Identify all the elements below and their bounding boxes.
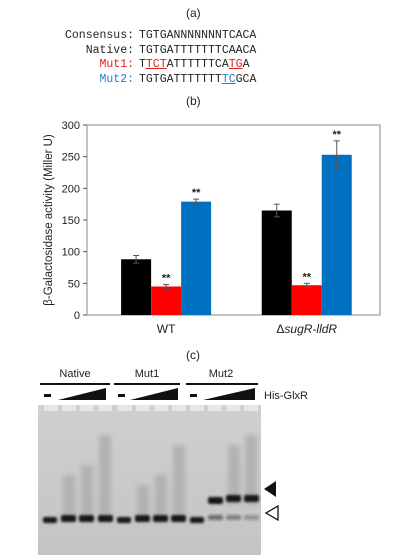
- y-tick-label: 0: [74, 310, 80, 322]
- y-tick-label: 150: [62, 215, 80, 227]
- sequence-segment: GCA: [235, 72, 257, 86]
- free-probe-arrow-icon: [264, 504, 279, 522]
- wedge-mut1: [130, 388, 178, 400]
- concentration-wedges: [44, 388, 255, 400]
- significance-mark: **: [162, 273, 171, 285]
- mutated-bases: TG: [228, 58, 243, 71]
- panel-c-label: (c): [186, 348, 200, 362]
- sequence-row: Consensus: TGTGANNNNNNNTCACA: [38, 29, 256, 44]
- significance-mark: **: [332, 129, 341, 141]
- group-label-native: Native: [59, 368, 91, 380]
- group-bar-mut1: [114, 383, 180, 385]
- panel-a-label: (a): [186, 6, 201, 20]
- y-tick-label: 200: [62, 183, 80, 195]
- y-tick-label: 250: [62, 152, 80, 164]
- bound-complex-arrow-icon: [264, 481, 276, 497]
- bar: [291, 285, 322, 315]
- mutated-bases: TCT: [145, 58, 167, 71]
- minus-mark-mut1: [118, 394, 125, 397]
- bar: [151, 286, 182, 315]
- bar: [121, 259, 152, 315]
- sequence-segment: ATTTTTTCA: [166, 58, 229, 71]
- y-axis-label: β-Galactosidase activity (Miller U): [43, 134, 55, 306]
- panel-b-label: (b): [186, 94, 201, 108]
- sequence-name: Mut1:: [99, 58, 134, 71]
- bar-chart: 0 50 100 150 200 250 300 β-Galactosidase activi…: [43, 120, 381, 336]
- sequence-row: Native: TGTGATTTTTTTCAACA: [38, 43, 257, 59]
- y-tick-label: 100: [62, 247, 80, 259]
- sequence-segment: A: [242, 58, 250, 71]
- his-glxr-label: His-GlxR: [264, 390, 308, 402]
- sequence-name: Native:: [85, 43, 134, 57]
- sequence-segment: T: [139, 58, 146, 71]
- sequence-segment: TGTGATTTTTTT: [139, 72, 222, 86]
- y-tick-label: 300: [62, 120, 80, 132]
- group-bar-native: [40, 383, 110, 385]
- significance-mark: **: [302, 271, 311, 283]
- significance-mark: **: [192, 187, 201, 199]
- sequence-alignment: Consensus: TGTGANNNNNNNTCACA Native: TGTGAT…: [38, 29, 256, 87]
- group-label-mut1: Mut1: [134, 368, 160, 380]
- emsa-gel-panel: (c) Native Mut1 Mut2 His-GlxR: [0, 348, 405, 555]
- sequence-text: TGTGANNNNNNNTCACA: [139, 29, 256, 44]
- sequence-segment: TGTGANNNNNNNTCACA: [139, 29, 257, 42]
- sequence-name: Mut2:: [99, 72, 134, 86]
- y-tick-label: 50: [68, 278, 80, 290]
- bar: [321, 154, 352, 315]
- wedge-mut2: [203, 388, 255, 400]
- sequence-text: TGTGATTTTTTTCAACA: [139, 44, 256, 59]
- bar: [181, 201, 212, 315]
- wedge-native: [58, 388, 106, 400]
- sequence-name: Consensus:: [64, 29, 134, 42]
- sequence-row: Mut2: TGTGATTTTTTTTCGCA: [38, 73, 256, 88]
- bar: [261, 210, 292, 315]
- sequence-row: Mut1: TTCTATTTTTTCATGA: [38, 58, 256, 73]
- x-category-label: WT: [157, 322, 176, 336]
- sequence-segment: TGTGATTTTTTTCAACA: [139, 43, 257, 57]
- minus-mark-mut2: [190, 394, 197, 397]
- x-category-label: ΔsugR-lldR: [276, 322, 337, 336]
- mutated-bases: TC: [221, 72, 236, 86]
- group-bar-mut2: [186, 383, 258, 385]
- group-label-mut2: Mut2: [208, 368, 234, 380]
- minus-mark-native: [44, 394, 51, 397]
- sequence-text: TGTGATTTTTTTTCGCA: [139, 73, 256, 88]
- sequence-text: TTCTATTTTTTCATGA: [139, 58, 249, 73]
- gel-image: [38, 405, 261, 555]
